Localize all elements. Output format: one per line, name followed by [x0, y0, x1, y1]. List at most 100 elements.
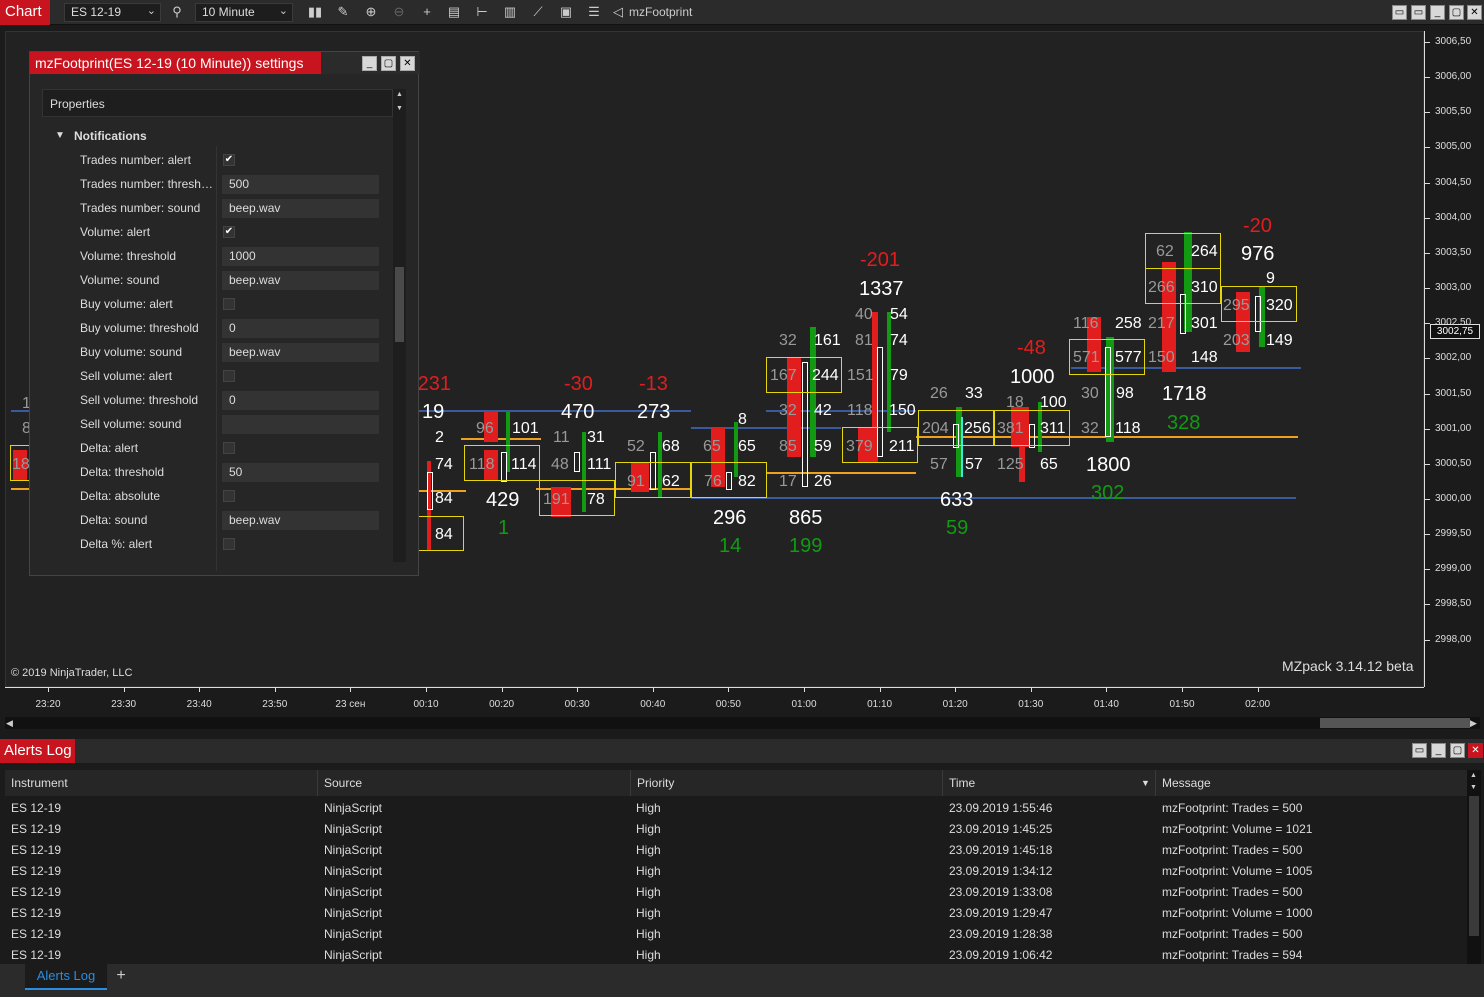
- table-row[interactable]: ES 12-19 NinjaScript High 23.09.2019 1:45:1…: [5, 842, 1467, 863]
- property-row: Delta: threshold 50: [42, 460, 393, 484]
- zoom-in-icon[interactable]: ⊕: [365, 4, 377, 19]
- close-icon[interactable]: ✕: [400, 56, 415, 71]
- property-input[interactable]: beep.wav: [222, 343, 379, 362]
- ask-bar: [658, 432, 662, 497]
- column-header-time[interactable]: Time ▼: [943, 770, 1156, 796]
- speaker-icon[interactable]: ◁: [613, 4, 623, 19]
- property-row: Delta: sound beep.wav: [42, 508, 393, 532]
- property-checkbox[interactable]: [223, 370, 235, 382]
- property-label: Volume: sound: [80, 273, 160, 287]
- property-input[interactable]: 0: [222, 391, 379, 410]
- property-checkbox[interactable]: ✔: [223, 226, 235, 238]
- table-row[interactable]: ES 12-19 NinjaScript High 23.09.2019 1:06:4…: [5, 947, 1467, 968]
- time-axis[interactable]: 23:20 23:30 23:40 23:50 23 сен 00:10 00:20 00:3…: [5, 687, 1424, 717]
- list-icon[interactable]: ☰: [588, 4, 600, 19]
- property-checkbox[interactable]: [223, 490, 235, 502]
- zoom-out-icon[interactable]: ⊖: [393, 4, 405, 19]
- bid-bar: [872, 312, 878, 462]
- close-icon[interactable]: ✕: [1468, 743, 1483, 758]
- interval-select[interactable]: 10 Minute ⌄: [195, 3, 293, 22]
- table-row[interactable]: ES 12-19 NinjaScript High 23.09.2019 1:28:3…: [5, 926, 1467, 947]
- property-checkbox[interactable]: [223, 298, 235, 310]
- tab-alerts-log[interactable]: Alerts Log: [25, 964, 107, 990]
- table-row[interactable]: ES 12-19 NinjaScript High 23.09.2019 1:34:1…: [5, 863, 1467, 884]
- price-label: 2998,50: [1435, 598, 1472, 610]
- settings-titlebar[interactable]: _ ▢ ✕: [321, 52, 420, 74]
- footprint-value: 161: [814, 332, 841, 349]
- property-input[interactable]: beep.wav: [222, 271, 379, 290]
- footprint-value: 320: [1266, 297, 1293, 314]
- chart-tab[interactable]: Chart: [0, 0, 50, 25]
- scroll-up-icon[interactable]: ▲: [1470, 772, 1477, 779]
- crosshair-icon[interactable]: +: [423, 4, 431, 19]
- strategies-icon[interactable]: ▥: [503, 4, 517, 19]
- table-cell: 23.09.2019 1:33:08: [949, 885, 1053, 899]
- column-header-instrument[interactable]: Instrument: [5, 770, 318, 796]
- scroll-down-icon[interactable]: ▼: [396, 105, 403, 112]
- footprint-value: 266: [1148, 279, 1175, 296]
- property-input[interactable]: 0: [222, 319, 379, 338]
- search-icon[interactable]: ⚲: [172, 4, 182, 19]
- poc-box: [918, 410, 994, 446]
- price-label: 3006,00: [1435, 71, 1472, 83]
- time-tick: [199, 688, 201, 692]
- table-row[interactable]: ES 12-19 NinjaScript High 23.09.2019 1:29:4…: [5, 905, 1467, 926]
- scrollbar-thumb[interactable]: [1320, 718, 1470, 728]
- maximize-button[interactable]: ▢: [1449, 5, 1464, 20]
- candle-body: [574, 452, 580, 472]
- table-row[interactable]: ES 12-19 NinjaScript High 23.09.2019 1:33:0…: [5, 884, 1467, 905]
- settings-title[interactable]: mzFootprint(ES 12-19 (10 Minute)) settin…: [30, 52, 321, 74]
- scrollbar-thumb[interactable]: [1469, 796, 1479, 936]
- column-header-priority[interactable]: Priority: [631, 770, 943, 796]
- property-checkbox[interactable]: [223, 442, 235, 454]
- line-icon[interactable]: ⟋: [533, 4, 543, 19]
- section-notifications[interactable]: ▼ Notifications: [42, 126, 393, 146]
- scrollbar-thumb[interactable]: [395, 267, 404, 342]
- window-option-button[interactable]: ▭: [1392, 5, 1407, 20]
- properties-scrollbar[interactable]: ▲ ▼: [393, 89, 406, 562]
- scroll-left-icon[interactable]: ◀: [6, 718, 13, 728]
- draw-tool-icon[interactable]: ✎: [337, 4, 349, 19]
- table-row[interactable]: ES 12-19 NinjaScript High 23.09.2019 1:55:4…: [5, 800, 1467, 821]
- horizontal-scrollbar[interactable]: ◀ ▶: [5, 717, 1480, 729]
- window-tile-button[interactable]: ▭: [1411, 5, 1426, 20]
- price-label: 3002,50: [1435, 317, 1472, 329]
- property-input[interactable]: 500: [222, 175, 379, 194]
- footprint-value: 301: [1191, 315, 1218, 332]
- window-option-button[interactable]: ▭: [1412, 743, 1427, 758]
- scroll-right-icon[interactable]: ▶: [1470, 718, 1477, 728]
- price-axis[interactable]: 3006,50 3006,00 3005,50 3005,00 3004,50 3004,…: [1424, 31, 1484, 687]
- time-tick: [48, 688, 49, 692]
- template-icon[interactable]: ▣: [559, 4, 573, 19]
- time-tick: [426, 688, 427, 692]
- close-icon[interactable]: ✕: [1467, 5, 1482, 20]
- table-row[interactable]: ES 12-19 NinjaScript High 23.09.2019 1:45:2…: [5, 821, 1467, 842]
- maximize-button[interactable]: ▢: [1450, 743, 1465, 758]
- minimize-button[interactable]: _: [1430, 5, 1445, 20]
- property-input[interactable]: beep.wav: [222, 511, 379, 530]
- property-input[interactable]: [222, 415, 379, 434]
- maximize-button[interactable]: ▢: [381, 56, 396, 71]
- column-header-source[interactable]: Source: [318, 770, 631, 796]
- alerts-log-title[interactable]: Alerts Log: [0, 739, 75, 763]
- instrument-value: ES 12-19: [71, 5, 122, 19]
- indicators-icon[interactable]: ⊢: [476, 4, 488, 19]
- alerts-table: Instrument Source Priority Time ▼ Messag…: [5, 770, 1467, 964]
- property-input[interactable]: beep.wav: [222, 199, 379, 218]
- bar-type-icon[interactable]: ▮▮: [307, 4, 323, 19]
- minimize-button[interactable]: _: [1431, 743, 1446, 758]
- instrument-select[interactable]: ES 12-19 ⌄: [64, 3, 161, 22]
- property-checkbox[interactable]: ✔: [223, 154, 235, 166]
- data-box-icon[interactable]: ▤: [447, 4, 461, 19]
- scroll-up-icon[interactable]: ▲: [396, 91, 403, 98]
- collapse-triangle-icon[interactable]: ▼: [55, 130, 65, 141]
- scroll-down-icon[interactable]: ▼: [1470, 784, 1477, 791]
- minimize-button[interactable]: _: [362, 56, 377, 71]
- add-tab-button[interactable]: +: [116, 967, 126, 984]
- property-input[interactable]: 50: [222, 463, 379, 482]
- alerts-scrollbar[interactable]: ▲ ▼: [1467, 770, 1481, 964]
- column-header-message[interactable]: Message: [1156, 770, 1467, 796]
- property-checkbox[interactable]: [223, 538, 235, 550]
- interval-value: 10 Minute: [202, 5, 255, 19]
- property-input[interactable]: 1000: [222, 247, 379, 266]
